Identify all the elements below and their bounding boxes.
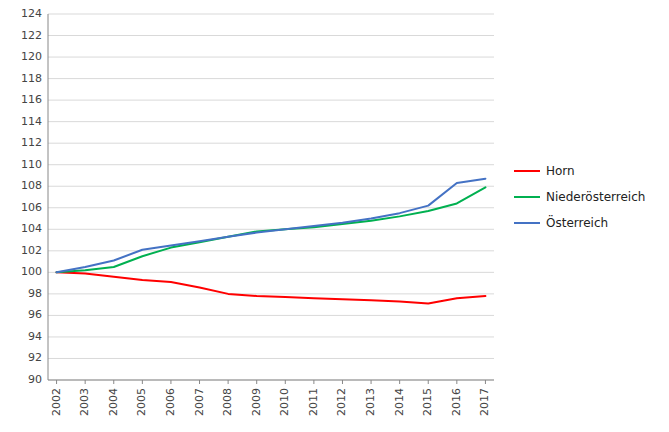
legend-label: Horn bbox=[546, 164, 575, 178]
y-tick-label: 92 bbox=[28, 351, 42, 364]
y-tick-label: 102 bbox=[21, 244, 42, 257]
x-tick bbox=[199, 380, 200, 384]
y-tick-label: 90 bbox=[28, 373, 42, 386]
legend-swatch bbox=[514, 222, 540, 224]
x-tick bbox=[342, 380, 343, 384]
x-tick bbox=[371, 380, 372, 384]
y-tick-label: 108 bbox=[21, 179, 42, 192]
grid-line bbox=[48, 57, 494, 58]
y-tick-label: 124 bbox=[21, 7, 42, 20]
y-tick-label: 122 bbox=[21, 29, 42, 42]
y-axis-line bbox=[48, 14, 49, 380]
y-tick-label: 114 bbox=[21, 115, 42, 128]
x-tick bbox=[485, 380, 486, 384]
grid-line bbox=[48, 14, 494, 15]
x-tick-label: 2007 bbox=[193, 388, 206, 416]
background bbox=[0, 0, 669, 432]
x-tick-label: 2010 bbox=[278, 388, 291, 416]
legend: Horn Niederösterreich Österreich bbox=[514, 164, 645, 230]
series-line bbox=[57, 272, 486, 303]
x-tick-label: 2012 bbox=[335, 388, 348, 416]
x-tick-label: 2016 bbox=[450, 388, 463, 416]
grid-line bbox=[48, 315, 494, 316]
grid-line bbox=[48, 293, 494, 294]
series-line bbox=[57, 187, 486, 272]
x-axis: 2002 2003 2004 2005 2006 2007 2008 2009 2010 2011… bbox=[50, 380, 492, 416]
grid-line bbox=[48, 100, 494, 101]
y-tick-label: 96 bbox=[28, 308, 42, 321]
grid-line bbox=[48, 35, 494, 36]
legend-label: Niederösterreich bbox=[546, 190, 645, 204]
grid-line bbox=[48, 164, 494, 165]
y-tick-label: 118 bbox=[21, 72, 42, 85]
x-tick bbox=[456, 380, 457, 384]
grid-line bbox=[48, 207, 494, 208]
x-tick-label: 2009 bbox=[250, 388, 263, 416]
y-tick-label: 110 bbox=[21, 158, 42, 171]
grid-line bbox=[48, 336, 494, 337]
x-tick bbox=[85, 380, 86, 384]
x-tick bbox=[170, 380, 171, 384]
x-tick bbox=[113, 380, 114, 384]
grid-line bbox=[48, 186, 494, 187]
grid-line bbox=[48, 272, 494, 273]
x-tick-label: 2004 bbox=[107, 388, 120, 416]
y-tick-label: 98 bbox=[28, 287, 42, 300]
x-tick-label: 2015 bbox=[421, 388, 434, 416]
x-tick-label: 2014 bbox=[393, 388, 406, 416]
x-tick-label: 2017 bbox=[478, 388, 491, 416]
y-tick-label: 112 bbox=[21, 136, 42, 149]
legend-swatch bbox=[514, 170, 540, 172]
series-group bbox=[57, 179, 486, 304]
grid-line bbox=[48, 380, 494, 381]
chart-container: 90 92 94 96 98 100 102 104 106 108 110 112 114 116 118… bbox=[0, 0, 669, 432]
x-tick bbox=[56, 380, 57, 384]
legend-label: Österreich bbox=[546, 214, 608, 230]
x-tick-label: 2011 bbox=[307, 388, 320, 416]
x-tick-label: 2006 bbox=[164, 388, 177, 416]
x-tick bbox=[285, 380, 286, 384]
y-axis: 90 92 94 96 98 100 102 104 106 108 110 112 114 116 118… bbox=[21, 7, 42, 386]
x-tick-label: 2005 bbox=[135, 388, 148, 416]
x-tick bbox=[313, 380, 314, 384]
grid-line bbox=[48, 78, 494, 79]
x-tick-label: 2002 bbox=[50, 388, 63, 416]
x-tick bbox=[399, 380, 400, 384]
x-tick bbox=[428, 380, 429, 384]
grid-line bbox=[48, 250, 494, 251]
chart: 90 92 94 96 98 100 102 104 106 108 110 112 114 116 118… bbox=[0, 0, 669, 432]
legend-swatch bbox=[514, 196, 540, 198]
grid-line bbox=[48, 358, 494, 359]
y-tick-label: 94 bbox=[28, 330, 42, 343]
x-tick-label: 2008 bbox=[221, 388, 234, 416]
grid bbox=[48, 14, 494, 380]
y-tick-label: 120 bbox=[21, 50, 42, 63]
x-tick bbox=[228, 380, 229, 384]
x-tick-label: 2013 bbox=[364, 388, 377, 416]
x-tick-label: 2003 bbox=[78, 388, 91, 416]
y-tick-label: 100 bbox=[21, 265, 42, 278]
grid-line bbox=[48, 143, 494, 144]
y-tick-label: 104 bbox=[21, 222, 42, 235]
series-line bbox=[57, 179, 486, 273]
y-tick-label: 106 bbox=[21, 201, 42, 214]
x-tick bbox=[142, 380, 143, 384]
x-axis-line bbox=[48, 380, 494, 381]
x-tick bbox=[256, 380, 257, 384]
y-tick-label: 116 bbox=[21, 93, 42, 106]
grid-line bbox=[48, 121, 494, 122]
